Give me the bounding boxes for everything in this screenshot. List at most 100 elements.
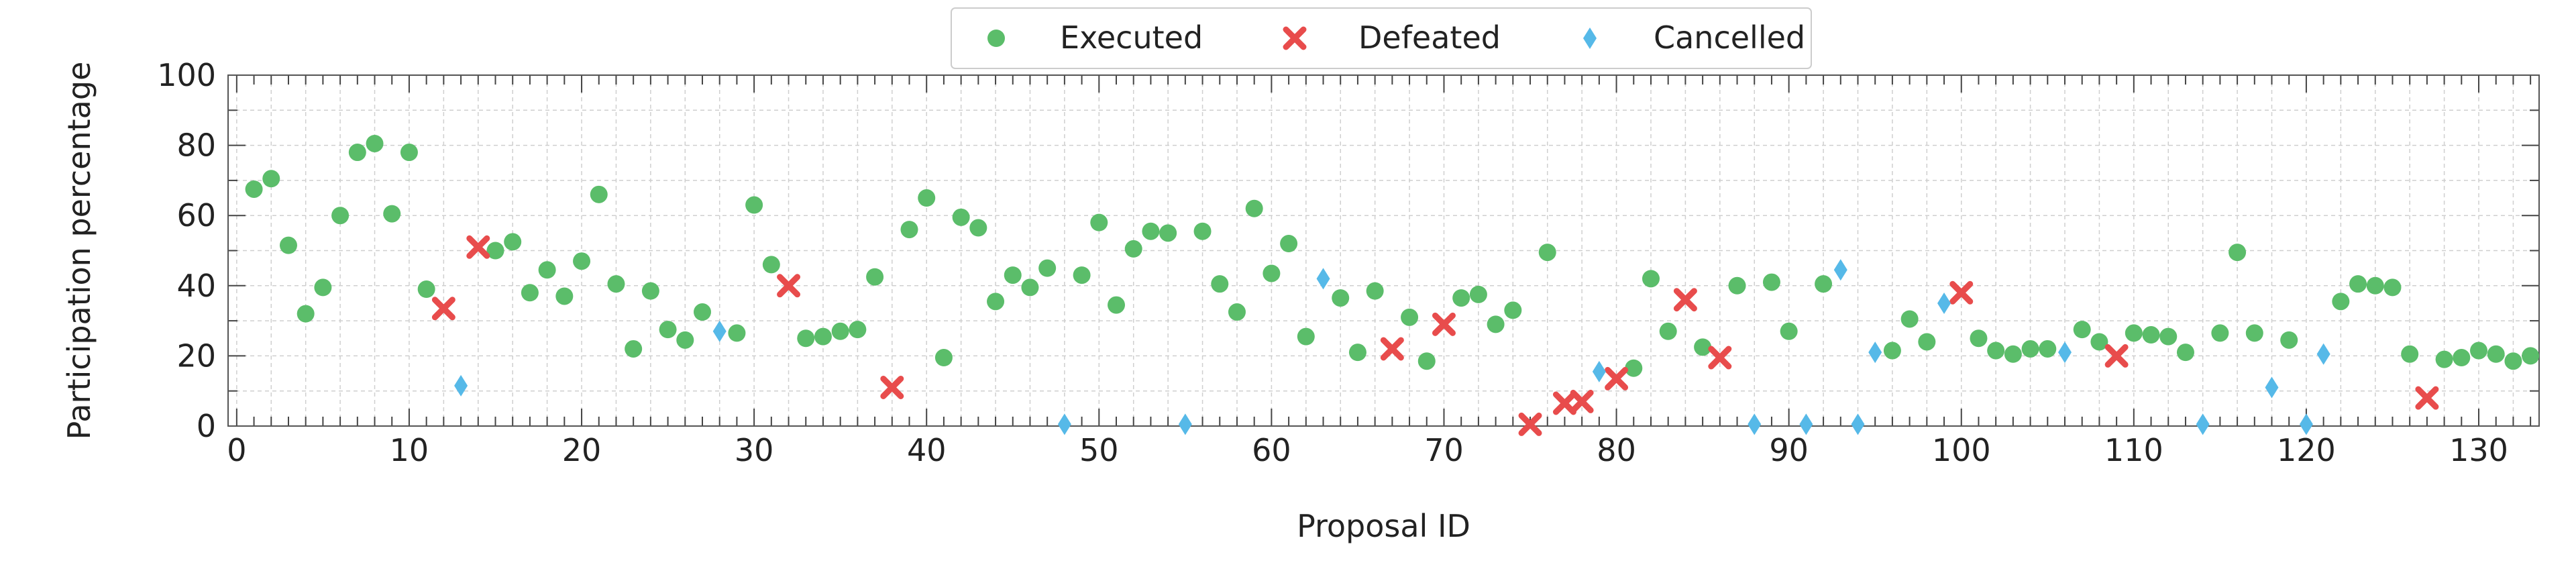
executed-point <box>1900 310 1919 328</box>
cancelled-point <box>1592 360 1606 382</box>
legend-label-defeated: Defeated <box>1358 19 1501 56</box>
x-tick-label: 120 <box>2277 432 2336 468</box>
legend-items: Executed Defeated Cancelled <box>987 19 1805 56</box>
legend-marker-cancelled <box>1583 28 1597 49</box>
x-tick-label: 60 <box>1252 432 1291 468</box>
executed-point <box>2039 339 2057 358</box>
defeated-point <box>1708 346 1732 370</box>
executed-point <box>538 261 556 279</box>
x-tick-label: 50 <box>1079 432 1119 468</box>
cancelled-point <box>1316 268 1330 290</box>
executed-point <box>641 282 659 300</box>
plot-frame <box>227 74 2540 427</box>
executed-point <box>900 221 918 239</box>
executed-point <box>607 275 625 293</box>
executed-point <box>1883 342 1901 360</box>
executed-point <box>2332 293 2350 311</box>
executed-point <box>348 144 366 162</box>
y-tick-label: 40 <box>176 268 216 304</box>
data-points <box>245 134 2540 436</box>
x-tick-label: 100 <box>1932 432 1991 468</box>
executed-point <box>400 144 418 162</box>
x-tick-label: 0 <box>227 432 246 468</box>
cancelled-point <box>1057 413 1071 435</box>
y-tick-label: 100 <box>157 57 216 93</box>
executed-point <box>831 322 849 340</box>
executed-point <box>1762 273 1780 291</box>
defeated-point <box>1380 337 1404 361</box>
executed-point <box>2073 321 2091 339</box>
executed-point <box>1538 244 1556 262</box>
executed-point <box>1348 344 1366 362</box>
executed-point <box>1159 224 1177 242</box>
executed-point <box>1142 222 1160 240</box>
x-tick-label: 90 <box>1769 432 1809 468</box>
executed-point <box>1504 301 1522 319</box>
executed-point <box>693 303 711 321</box>
cancelled-point <box>2265 376 2279 399</box>
defeated-point <box>1432 312 1456 336</box>
executed-point <box>2487 345 2505 363</box>
executed-point <box>2176 344 2194 362</box>
legend-marker-defeated <box>1283 26 1307 50</box>
cancelled-point <box>454 374 468 397</box>
executed-point <box>952 208 970 226</box>
executed-point <box>1280 235 1298 253</box>
cancelled-point <box>1748 413 1762 435</box>
executed-point <box>1073 266 1091 284</box>
executed-point <box>1263 264 1281 282</box>
executed-point <box>2383 278 2402 297</box>
axis-ticks <box>228 74 2539 427</box>
legend-label-executed: Executed <box>1060 19 1203 56</box>
executed-point <box>1970 329 1988 348</box>
executed-point <box>1452 289 1470 307</box>
x-axis-label: Proposal ID <box>1297 508 1470 544</box>
executed-point <box>762 256 780 274</box>
executed-point <box>2401 345 2419 363</box>
executed-point <box>1297 327 1315 346</box>
executed-point <box>2435 350 2453 368</box>
executed-point <box>2142 326 2160 344</box>
cancelled-point <box>1851 413 1865 435</box>
executed-point <box>934 349 953 367</box>
defeated-point <box>1673 288 1697 312</box>
x-tick-label: 130 <box>2449 432 2508 468</box>
x-tick-label: 10 <box>390 432 429 468</box>
executed-point <box>590 185 608 203</box>
executed-point <box>555 287 574 305</box>
y-tick-label: 0 <box>197 408 216 444</box>
cancelled-point <box>2299 413 2313 435</box>
executed-point <box>1417 352 1436 370</box>
executed-point <box>1090 213 1108 231</box>
executed-point <box>2090 333 2108 351</box>
executed-point <box>745 196 763 214</box>
x-tick-label: 30 <box>735 432 774 468</box>
executed-point <box>1728 276 1746 295</box>
executed-point <box>1487 315 1505 333</box>
executed-point <box>1038 259 1057 277</box>
tick-labels: 0 10 20 30 40 50 60 70 80 90 100 110 120 130 0 20 40 60 80… <box>157 57 2508 468</box>
executed-point <box>314 278 332 297</box>
executed-point <box>1004 266 1022 284</box>
executed-point <box>1694 338 1712 356</box>
executed-point <box>866 268 884 286</box>
executed-point <box>1021 278 1039 297</box>
executed-point <box>1228 303 1246 321</box>
executed-point <box>2229 244 2247 262</box>
executed-point <box>2453 349 2471 367</box>
executed-point <box>1332 289 1350 307</box>
executed-point <box>2159 327 2178 346</box>
executed-point <box>659 321 677 339</box>
executed-point <box>676 331 694 349</box>
defeated-point <box>1570 389 1594 413</box>
y-tick-label: 80 <box>176 127 216 164</box>
cancelled-point <box>1178 413 1192 435</box>
executed-point <box>1987 342 2005 360</box>
executed-point <box>1108 296 1126 314</box>
executed-point <box>245 180 263 198</box>
x-tick-label: 20 <box>562 432 602 468</box>
executed-point <box>2522 347 2540 365</box>
executed-point <box>2004 345 2022 363</box>
grid <box>228 74 2539 427</box>
